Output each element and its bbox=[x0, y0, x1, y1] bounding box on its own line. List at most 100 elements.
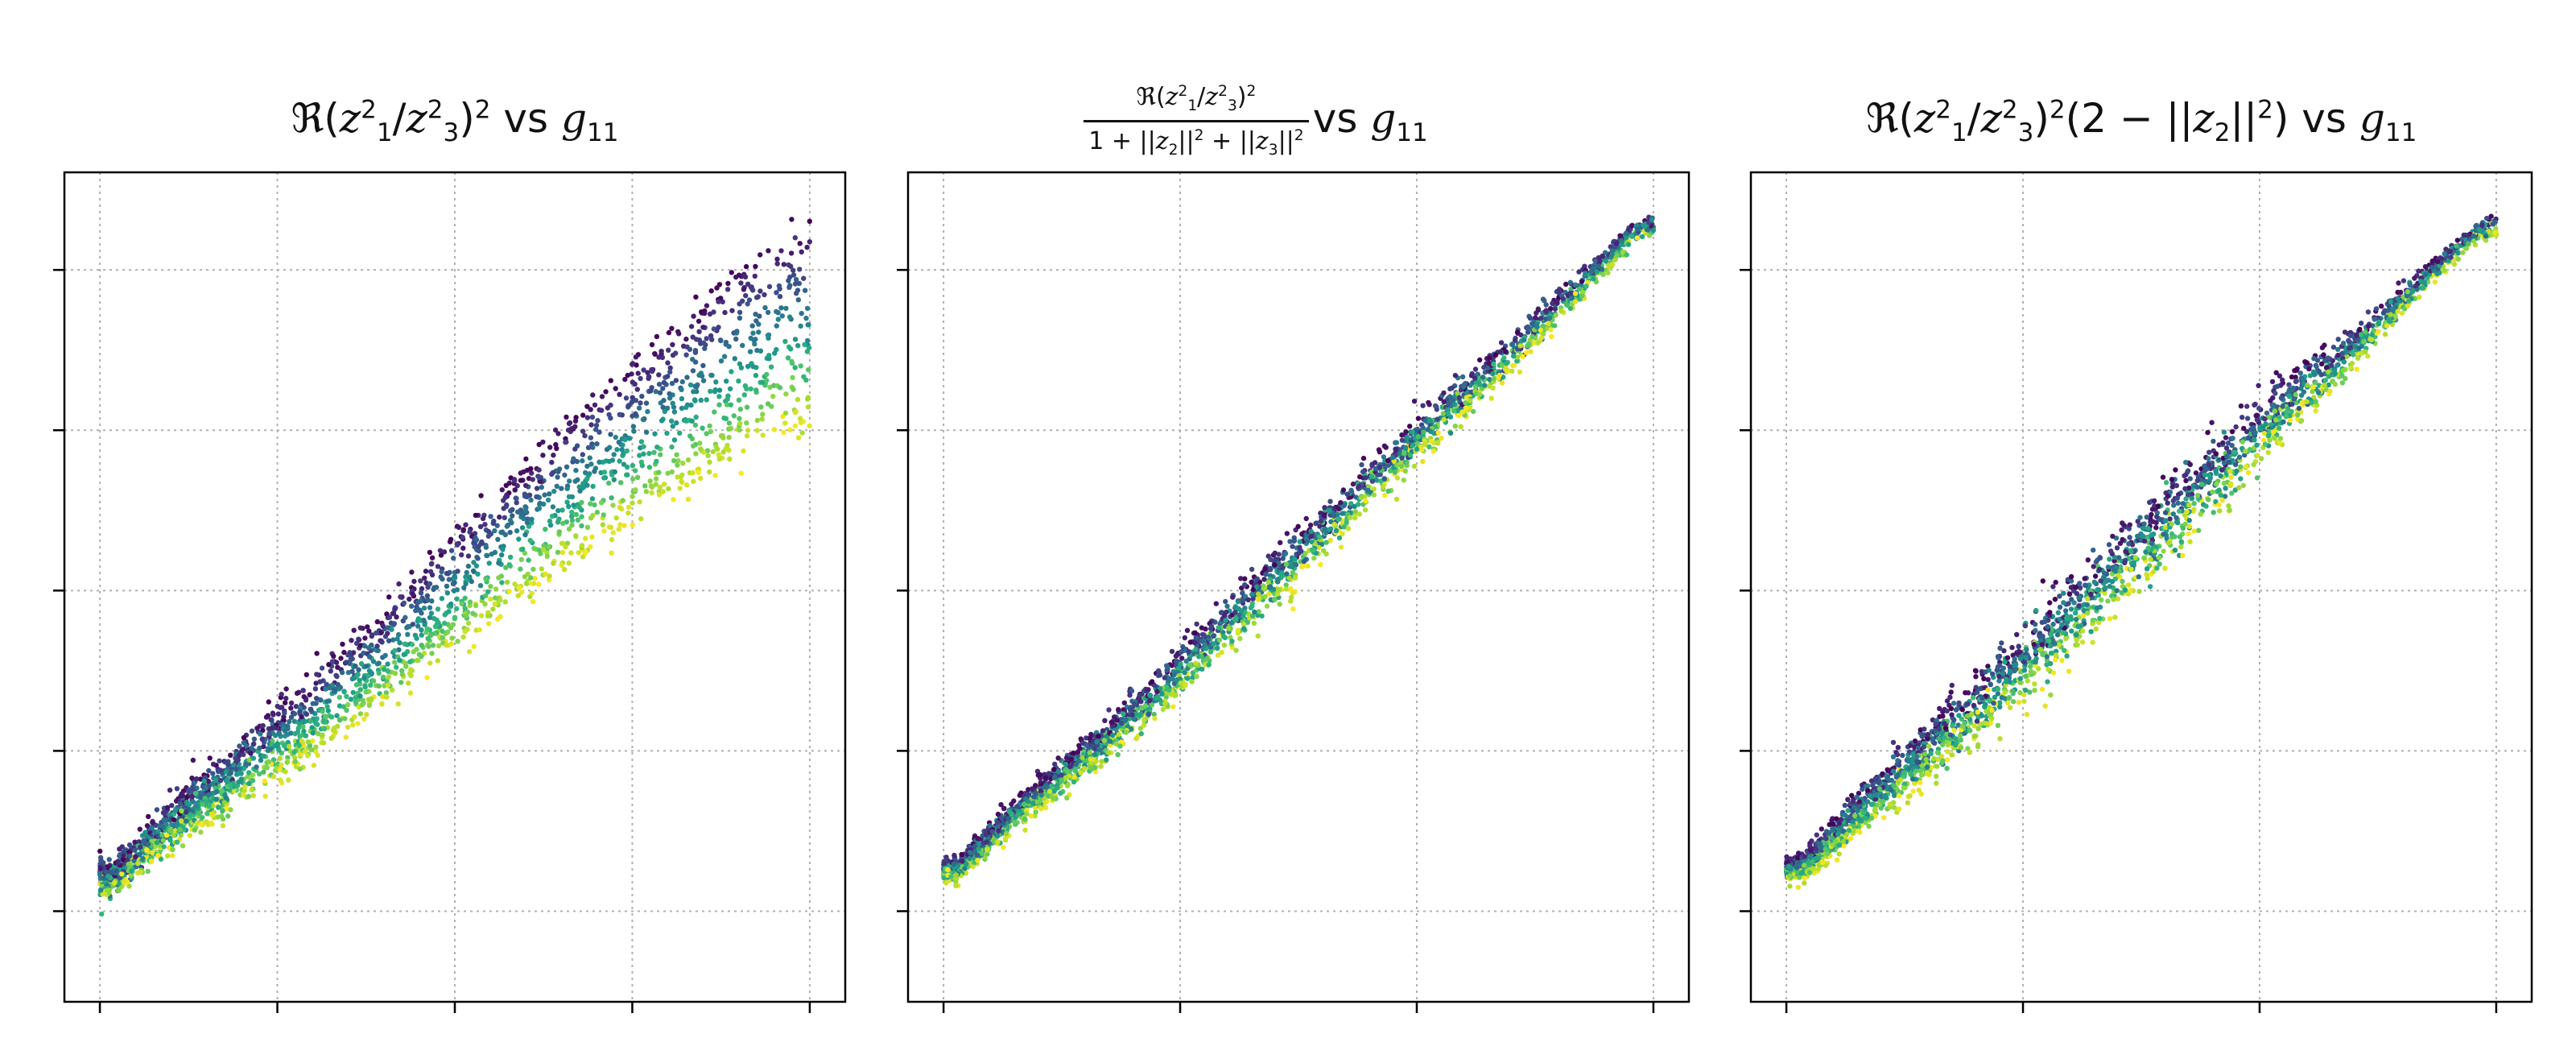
data-point bbox=[1323, 540, 1329, 545]
data-point bbox=[737, 427, 742, 433]
data-point bbox=[589, 534, 595, 540]
data-point bbox=[759, 416, 765, 422]
data-point bbox=[184, 800, 190, 805]
data-point bbox=[1273, 556, 1279, 562]
data-point bbox=[155, 829, 162, 834]
data-point bbox=[606, 458, 613, 465]
data-point bbox=[679, 395, 685, 402]
data-point bbox=[394, 614, 399, 620]
data-point bbox=[427, 549, 433, 556]
data-point bbox=[540, 453, 546, 458]
data-point bbox=[332, 728, 337, 734]
data-point bbox=[473, 537, 480, 543]
data-point bbox=[342, 716, 348, 722]
data-point bbox=[1327, 498, 1333, 504]
data-point bbox=[1548, 306, 1554, 312]
data-point bbox=[518, 566, 523, 572]
data-point bbox=[334, 673, 340, 680]
data-point bbox=[194, 820, 200, 825]
data-point bbox=[179, 818, 184, 824]
data-point bbox=[175, 821, 180, 827]
data-point bbox=[408, 667, 414, 672]
data-point bbox=[539, 566, 544, 572]
data-point bbox=[633, 354, 639, 360]
data-point bbox=[1451, 408, 1457, 414]
data-point bbox=[630, 522, 635, 528]
data-point bbox=[766, 283, 773, 290]
data-point bbox=[366, 654, 373, 660]
data-point bbox=[657, 390, 663, 395]
data-point bbox=[160, 838, 167, 843]
data-point bbox=[1650, 227, 1657, 233]
data-point bbox=[727, 386, 733, 391]
panel-2-title: ℜ(z21/z23)2 1 + ||z2||2 + ||z3||2 vs g11 bbox=[1084, 83, 1428, 159]
data-point bbox=[1543, 308, 1549, 314]
data-point bbox=[582, 432, 588, 439]
data-point bbox=[502, 494, 508, 500]
data-point bbox=[380, 674, 386, 680]
data-point bbox=[726, 434, 732, 441]
data-point bbox=[488, 596, 493, 602]
data-point bbox=[572, 418, 579, 424]
data-point bbox=[1502, 366, 1509, 372]
data-point bbox=[398, 594, 403, 600]
data-point bbox=[220, 823, 226, 829]
data-point bbox=[685, 496, 691, 503]
data-point bbox=[796, 280, 802, 287]
data-point bbox=[696, 337, 702, 343]
data-point bbox=[1376, 447, 1382, 453]
data-point bbox=[350, 722, 356, 728]
data-point bbox=[317, 679, 323, 685]
data-point bbox=[258, 757, 264, 763]
data-point bbox=[619, 447, 625, 453]
data-point bbox=[522, 550, 528, 556]
data-point bbox=[601, 528, 607, 534]
data-point bbox=[593, 423, 600, 428]
data-point bbox=[793, 276, 799, 283]
data-point bbox=[392, 606, 398, 612]
data-point bbox=[1249, 566, 1255, 573]
data-point bbox=[584, 524, 591, 530]
data-point bbox=[241, 792, 246, 798]
data-point bbox=[798, 363, 803, 369]
data-point bbox=[1535, 340, 1541, 345]
data-point bbox=[99, 911, 105, 917]
data-point bbox=[496, 560, 502, 566]
data-point bbox=[652, 431, 658, 436]
data-point bbox=[478, 613, 485, 618]
data-point bbox=[550, 504, 556, 510]
data-point bbox=[537, 501, 543, 507]
data-point bbox=[129, 868, 134, 874]
panel-2-title-numerator: ℜ(z21/z23)2 bbox=[1084, 83, 1309, 122]
data-point bbox=[1380, 484, 1386, 490]
data-point bbox=[636, 405, 642, 411]
data-point bbox=[555, 474, 560, 480]
panel-2 bbox=[897, 171, 1690, 1013]
data-point bbox=[1382, 492, 1388, 498]
data-point bbox=[671, 437, 678, 443]
data-point bbox=[609, 550, 614, 556]
data-point bbox=[1162, 701, 1168, 706]
data-point bbox=[606, 412, 612, 418]
data-point bbox=[633, 411, 638, 416]
data-point bbox=[1357, 474, 1363, 480]
data-point bbox=[1249, 579, 1254, 585]
data-point bbox=[634, 474, 641, 480]
data-point bbox=[531, 545, 537, 552]
data-point bbox=[1017, 792, 1023, 798]
data-point bbox=[381, 667, 387, 672]
data-point bbox=[301, 728, 307, 734]
data-point bbox=[704, 336, 709, 341]
data-point bbox=[610, 503, 616, 508]
data-point bbox=[729, 369, 734, 374]
data-point bbox=[366, 628, 372, 634]
data-point bbox=[539, 484, 544, 490]
data-point bbox=[1152, 715, 1158, 722]
data-point bbox=[661, 379, 667, 386]
data-point bbox=[1289, 594, 1294, 600]
data-point bbox=[1482, 383, 1488, 388]
data-point bbox=[179, 808, 184, 814]
data-point bbox=[657, 484, 663, 490]
data-point bbox=[1035, 772, 1042, 778]
data-point bbox=[792, 423, 799, 429]
